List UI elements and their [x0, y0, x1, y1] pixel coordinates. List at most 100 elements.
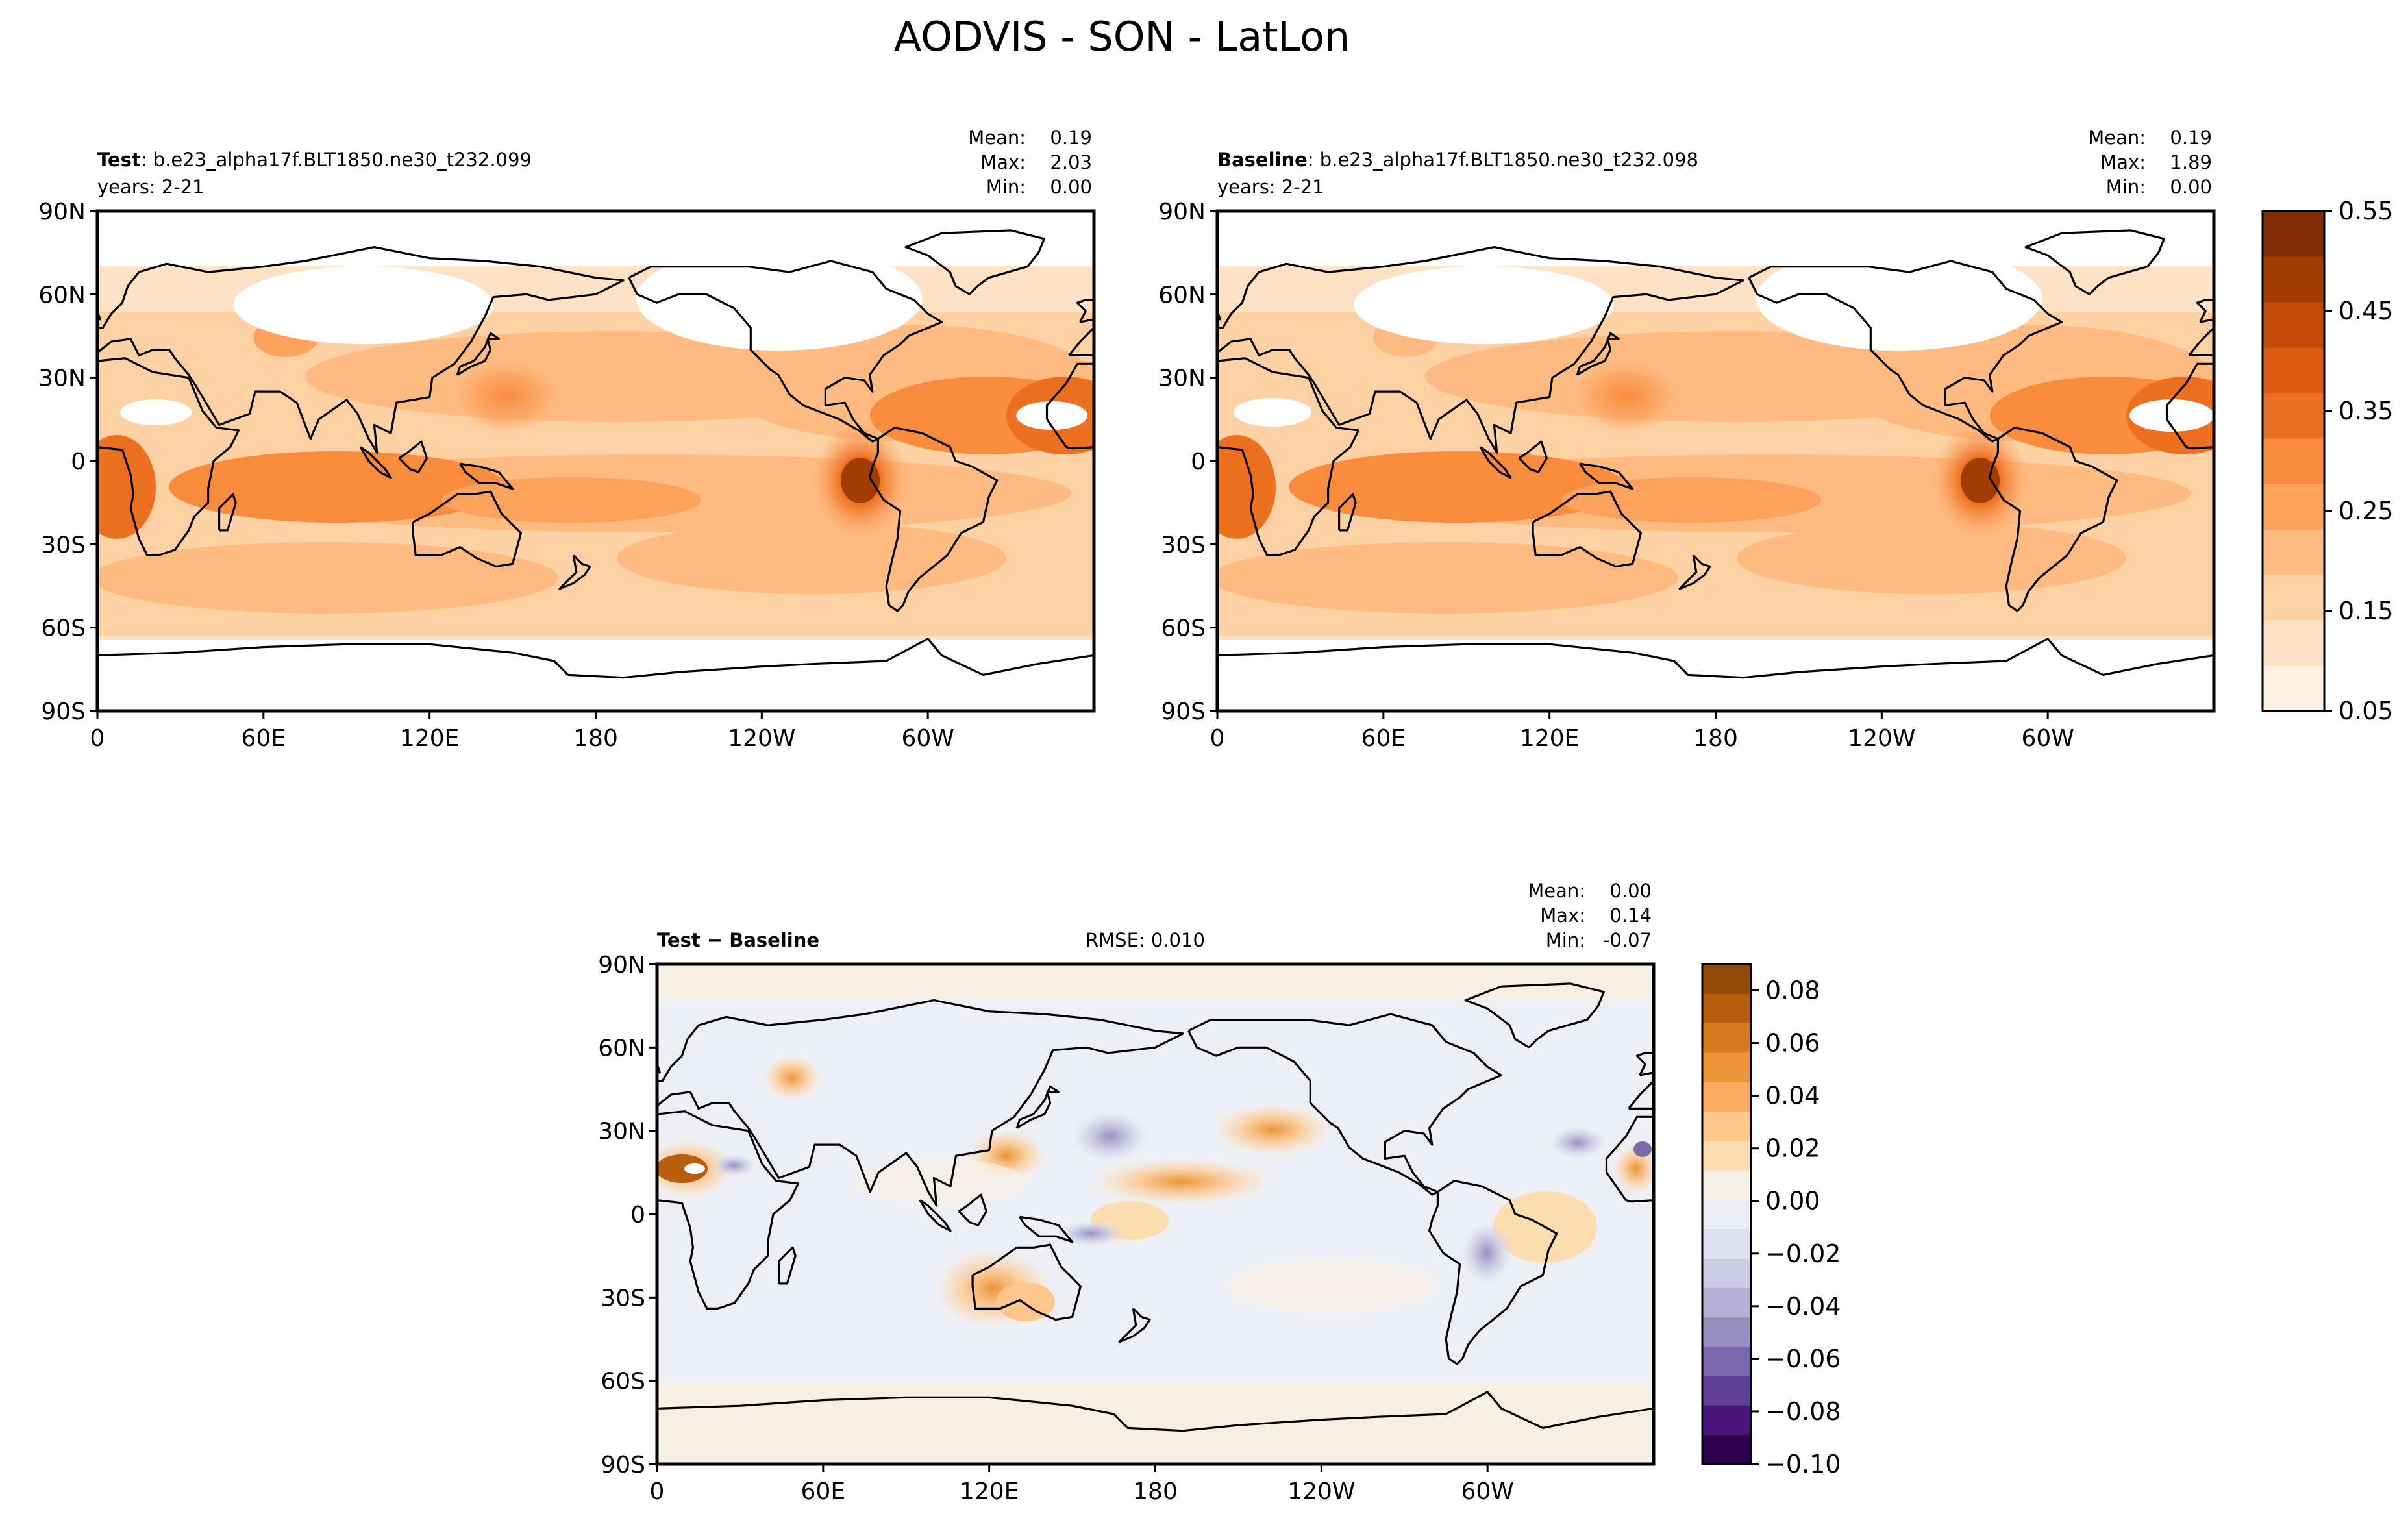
coast-sumatra: [1479, 446, 1512, 479]
coast-britain-part-0: [2200, 318, 2214, 323]
coast-borneo: [398, 440, 428, 473]
colorbar-main-tick-label: 0.55: [2339, 197, 2394, 225]
coast-samerica: [869, 427, 999, 612]
test-coastlines: [97, 229, 1094, 679]
colorbar-main-swatch: [2263, 438, 2324, 484]
coast-madagascar: [1338, 493, 1357, 532]
coast-namerica: [628, 260, 943, 443]
test-ticks: 0 60E 120E 180 120W 60W 90N 60N 30N 0 30S 60S 90S: [38, 199, 954, 752]
y-tick-label: 30N: [598, 1119, 645, 1145]
y-tick-label: 0: [1191, 449, 1206, 475]
colorbar-diff-swatch: [1702, 1434, 1751, 1465]
colorbar-diff-tick-label: 0.00: [1765, 1187, 1820, 1215]
coast-namerica: [1748, 260, 2063, 443]
coast-newguinea: [1019, 1215, 1074, 1243]
coast-greenland: [2024, 229, 2165, 295]
colorbar-diff-swatch: [1702, 1052, 1751, 1082]
y-tick-label: 60N: [1158, 282, 1206, 308]
difference-mean-value: 0.00: [1609, 880, 1652, 902]
coast-greenland: [1464, 982, 1605, 1049]
test-label-bold: Test: [97, 149, 141, 171]
coast-sumatra: [359, 446, 392, 479]
colorbar-main-swatch: [2263, 484, 2324, 530]
coast-africa-part-2: [1045, 362, 1094, 419]
x-tick-label: 60E: [1361, 725, 1406, 752]
colorbar-diff-swatch: [1702, 1405, 1751, 1436]
y-tick-label: 60N: [598, 1035, 645, 1062]
baseline-ticks: 0 60E 120E 180 120W 60W 90N 60N 30N 0 30S 60S 90S: [1158, 199, 2074, 752]
coast-japan: [1576, 332, 1620, 376]
difference-coastlines: [657, 982, 1654, 1432]
colorbar-main-tick-label: 0.45: [2339, 297, 2394, 325]
difference-ticks: 0 60E 120E 180 120W 60W 90N 60N 30N 0 30S 60S 90S: [598, 952, 1514, 1505]
colorbar-diff-swatch: [1702, 1228, 1751, 1259]
y-tick-label: 90S: [1161, 699, 1206, 725]
coast-africa-part-2: [2165, 362, 2214, 419]
coast-japan: [1015, 1085, 1060, 1129]
colorbar-main-swatch: [2263, 347, 2324, 393]
colorbar-diff-tick-label: −0.08: [1765, 1397, 1841, 1426]
panel-baseline: 0 60E 120E 180 120W 60W 90N 60N 30N 0 30S 60S 90S Ba…: [1158, 127, 2216, 752]
coast-africa-part-2: [1605, 1115, 1654, 1173]
coast-newguinea: [1579, 462, 1634, 490]
test-min-label: Min:: [986, 176, 1026, 198]
coast-africa-part-1: [1217, 357, 1360, 556]
colorbar-diff-swatch: [1702, 1023, 1751, 1053]
test-min-value: 0.00: [1050, 176, 1092, 198]
coast-africa-part-0: [1046, 418, 1094, 450]
x-tick-label: 0: [90, 725, 105, 752]
y-tick-label: 30S: [601, 1285, 645, 1311]
colorbar-main-tick-label: 0.15: [2339, 597, 2394, 625]
panel-difference: 0 60E 120E 180 120W 60W 90N 60N 30N 0 30S 60S 90S Te…: [598, 880, 1656, 1505]
coast-eurasia-part-0: [1068, 327, 1094, 356]
colorbar-main-swatch: [2263, 665, 2324, 712]
coast-africa-part-1: [97, 357, 240, 556]
x-tick-label: 120W: [1848, 725, 1915, 752]
colorbar-diff-swatch: [1702, 1170, 1751, 1200]
colorbar-diff-swatch: [1702, 1111, 1751, 1141]
coast-eurasia-part-1: [657, 999, 1184, 1207]
difference-label: Test − Baseline: [657, 929, 819, 951]
difference-field: [657, 964, 1654, 1464]
colorbar-main-swatch: [2263, 575, 2324, 621]
coast-britain-part-0: [1080, 318, 1094, 323]
coast-eurasia-part-0: [2188, 327, 2214, 356]
baseline-label-bold: Baseline: [1217, 149, 1308, 171]
panel-test: 0 60E 120E 180 120W 60W 90N 60N 30N 0 30S 60S 90S Te…: [38, 127, 1096, 752]
x-tick-label: 180: [1133, 1478, 1178, 1505]
y-tick-label: 0: [630, 1202, 645, 1228]
coast-newzealand: [558, 554, 591, 590]
x-tick-label: 180: [1693, 725, 1738, 752]
difference-rmse: RMSE: 0.010: [1086, 929, 1205, 951]
colorbar-main-swatches: [2263, 211, 2324, 712]
y-tick-label: 60S: [41, 615, 86, 642]
colorbar-diff-swatch: [1702, 1376, 1751, 1406]
colorbar-diff-tick-label: 0.02: [1765, 1134, 1820, 1163]
y-tick-label: 90N: [1158, 199, 1206, 225]
colorbar-main-ticks: 0.05 0.15 0.25 0.35 0.45 0.55: [2324, 197, 2394, 725]
test-max-label: Max:: [980, 151, 1026, 173]
baseline-field: [1217, 211, 2214, 711]
coast-africa-part-0: [2166, 418, 2214, 450]
baseline-mean-label: Mean:: [2088, 127, 2146, 149]
test-label-rest: : b.e23_alpha17f.BLT1850.ne30_t232.099: [141, 149, 532, 171]
x-tick-label: 0: [1210, 725, 1225, 752]
x-tick-label: 120E: [400, 725, 459, 752]
coast-borneo: [1518, 440, 1548, 473]
x-tick-label: 180: [573, 725, 618, 752]
test-field: [97, 211, 1094, 711]
coast-samerica: [1989, 427, 2118, 612]
x-tick-label: 60W: [1461, 1478, 1513, 1505]
colorbar-main-swatch: [2263, 393, 2324, 439]
y-tick-label: 90N: [598, 952, 645, 978]
y-tick-label: 30S: [1161, 532, 1206, 558]
baseline-label-rest: : b.e23_alpha17f.BLT1850.ne30_t232.098: [1308, 149, 1698, 171]
colorbar-diff-tick-label: −0.10: [1765, 1450, 1841, 1478]
colorbar-diff-swatch: [1702, 1082, 1751, 1112]
test-years: years: 2-21: [97, 176, 205, 198]
colorbar-main-swatch: [2263, 302, 2324, 348]
coast-antarctica-part-0: [657, 1391, 1654, 1432]
colorbar-diff: 0.08 0.06 0.04 0.02 0.00 −0.02 −0.04 −0.06 −0.08…: [1701, 963, 1841, 1478]
y-tick-label: 30S: [41, 532, 86, 558]
x-tick-label: 120E: [960, 1478, 1019, 1505]
